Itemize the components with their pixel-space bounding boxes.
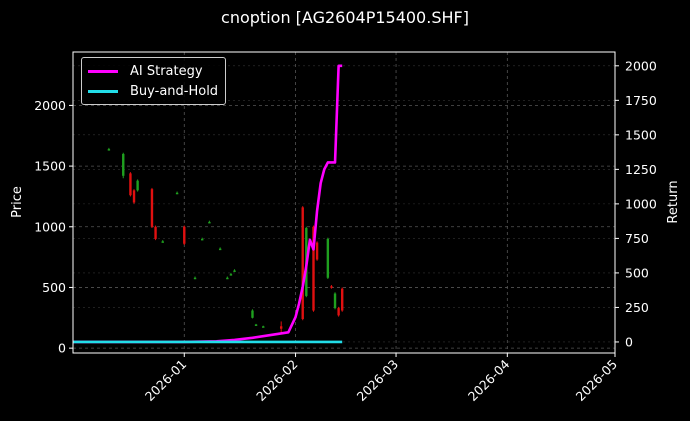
x-tick-label: 2026-01 [142,357,190,405]
plot-frame [72,51,616,354]
y-right-tick-label: 2000 [625,58,657,73]
y-right-tick-label: 1250 [625,162,657,177]
return-lines [73,64,343,344]
legend-label: AI Strategy [130,63,203,79]
x-tick-label: 2026-02 [253,357,301,405]
y-right-tick-label: 0 [625,334,633,349]
ai-strategy-swatch-icon [88,69,118,73]
y-left-tick-label: 1000 [34,219,66,234]
candlesticks [107,147,344,334]
y-right-tick-label: 750 [625,231,649,246]
y-left-tick-label: 500 [42,280,66,295]
y-right-tick-label: 250 [625,300,649,315]
y-left-tick-label: 1500 [34,159,66,174]
x-tick-label: 2026-05 [573,357,621,405]
y-right-tick-label: 500 [625,265,649,280]
legend-label: Buy-and-Hold [130,83,219,99]
legend: AI Strategy Buy-and-Hold [81,57,226,105]
legend-item-ai-strategy: AI Strategy [88,62,203,80]
y-right-tick-label: 1000 [625,196,657,211]
y-right-tick-label: 1750 [625,93,657,108]
y-axis-left-label: Price [10,186,25,218]
chart-title: cnoption [AG2604P15400.SHF] [221,8,469,27]
x-tick-label: 2026-04 [465,356,513,404]
y-left-tick-label: 0 [58,341,66,356]
y-left-tick-label: 2000 [34,98,66,113]
y-right-tick-label: 1500 [625,127,657,142]
buy-and-hold-swatch-icon [88,89,118,93]
x-tick-label: 2026-03 [354,357,402,405]
legend-item-buy-and-hold: Buy-and-Hold [88,82,218,100]
axes: 2026-01 2026-02 2026-03 2026-04 2026-05 0 500 1… [34,58,657,404]
y-axis-right-label: Return [666,180,681,223]
